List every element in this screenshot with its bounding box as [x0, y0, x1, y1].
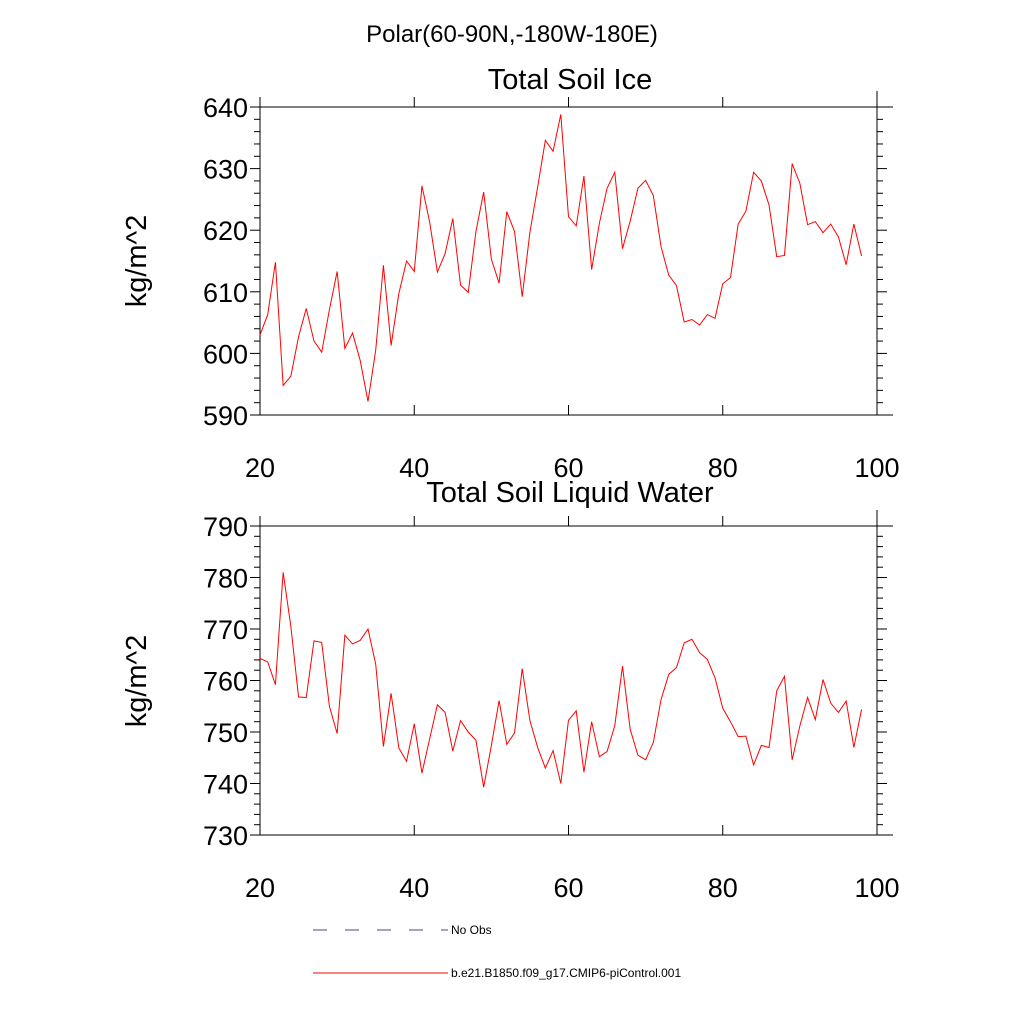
y-tick-label: 750	[203, 718, 248, 748]
series-line	[259, 114, 863, 402]
y-tick-label: 730	[203, 821, 248, 851]
x-tick-label: 40	[399, 453, 429, 483]
x-tick-label: 80	[708, 453, 738, 483]
x-tick-label: 60	[553, 873, 583, 903]
panel-total-soil-liquid-water: Total Soil Liquid Water kg/m^2 20 40 60 80 1…	[121, 477, 900, 903]
y-tick-label: 610	[203, 278, 248, 308]
panel-total-soil-ice: Total Soil Ice kg/m^2 20 40 60 80 100 590 600 6…	[121, 64, 900, 483]
y-tick-label: 760	[203, 667, 248, 697]
y-axis-label: kg/m^2	[121, 635, 153, 728]
x-tick-label: 100	[854, 873, 899, 903]
y-tick-label: 790	[203, 512, 248, 542]
legend: No Obs b.e21.B1850.f09_g17.CMIP6-piContr…	[313, 923, 681, 980]
y-tick-label: 620	[203, 216, 248, 246]
y-tick-label: 770	[203, 615, 248, 645]
y-tick-label: 740	[203, 770, 248, 800]
legend-label-model: b.e21.B1850.f09_g17.CMIP6-piControl.001	[451, 966, 681, 980]
legend-label-no-obs: No Obs	[451, 923, 492, 937]
y-tick-label: 590	[203, 401, 248, 431]
series-line	[259, 572, 863, 788]
figure-supertitle: Polar(60-90N,-180W-180E)	[366, 21, 658, 48]
x-tick-label: 40	[399, 873, 429, 903]
y-axis-label: kg/m^2	[121, 215, 153, 308]
y-tick-label: 640	[203, 93, 248, 123]
x-tick-label: 80	[708, 873, 738, 903]
x-tick-label: 20	[245, 873, 275, 903]
y-tick-label: 780	[203, 564, 248, 594]
x-tick-label: 20	[245, 453, 275, 483]
x-tick-label: 100	[854, 453, 899, 483]
panel-title: Total Soil Ice	[488, 64, 652, 96]
y-tick-label: 600	[203, 339, 248, 369]
x-tick-label: 60	[553, 453, 583, 483]
panel-title: Total Soil Liquid Water	[426, 477, 714, 509]
y-tick-label: 630	[203, 155, 248, 185]
